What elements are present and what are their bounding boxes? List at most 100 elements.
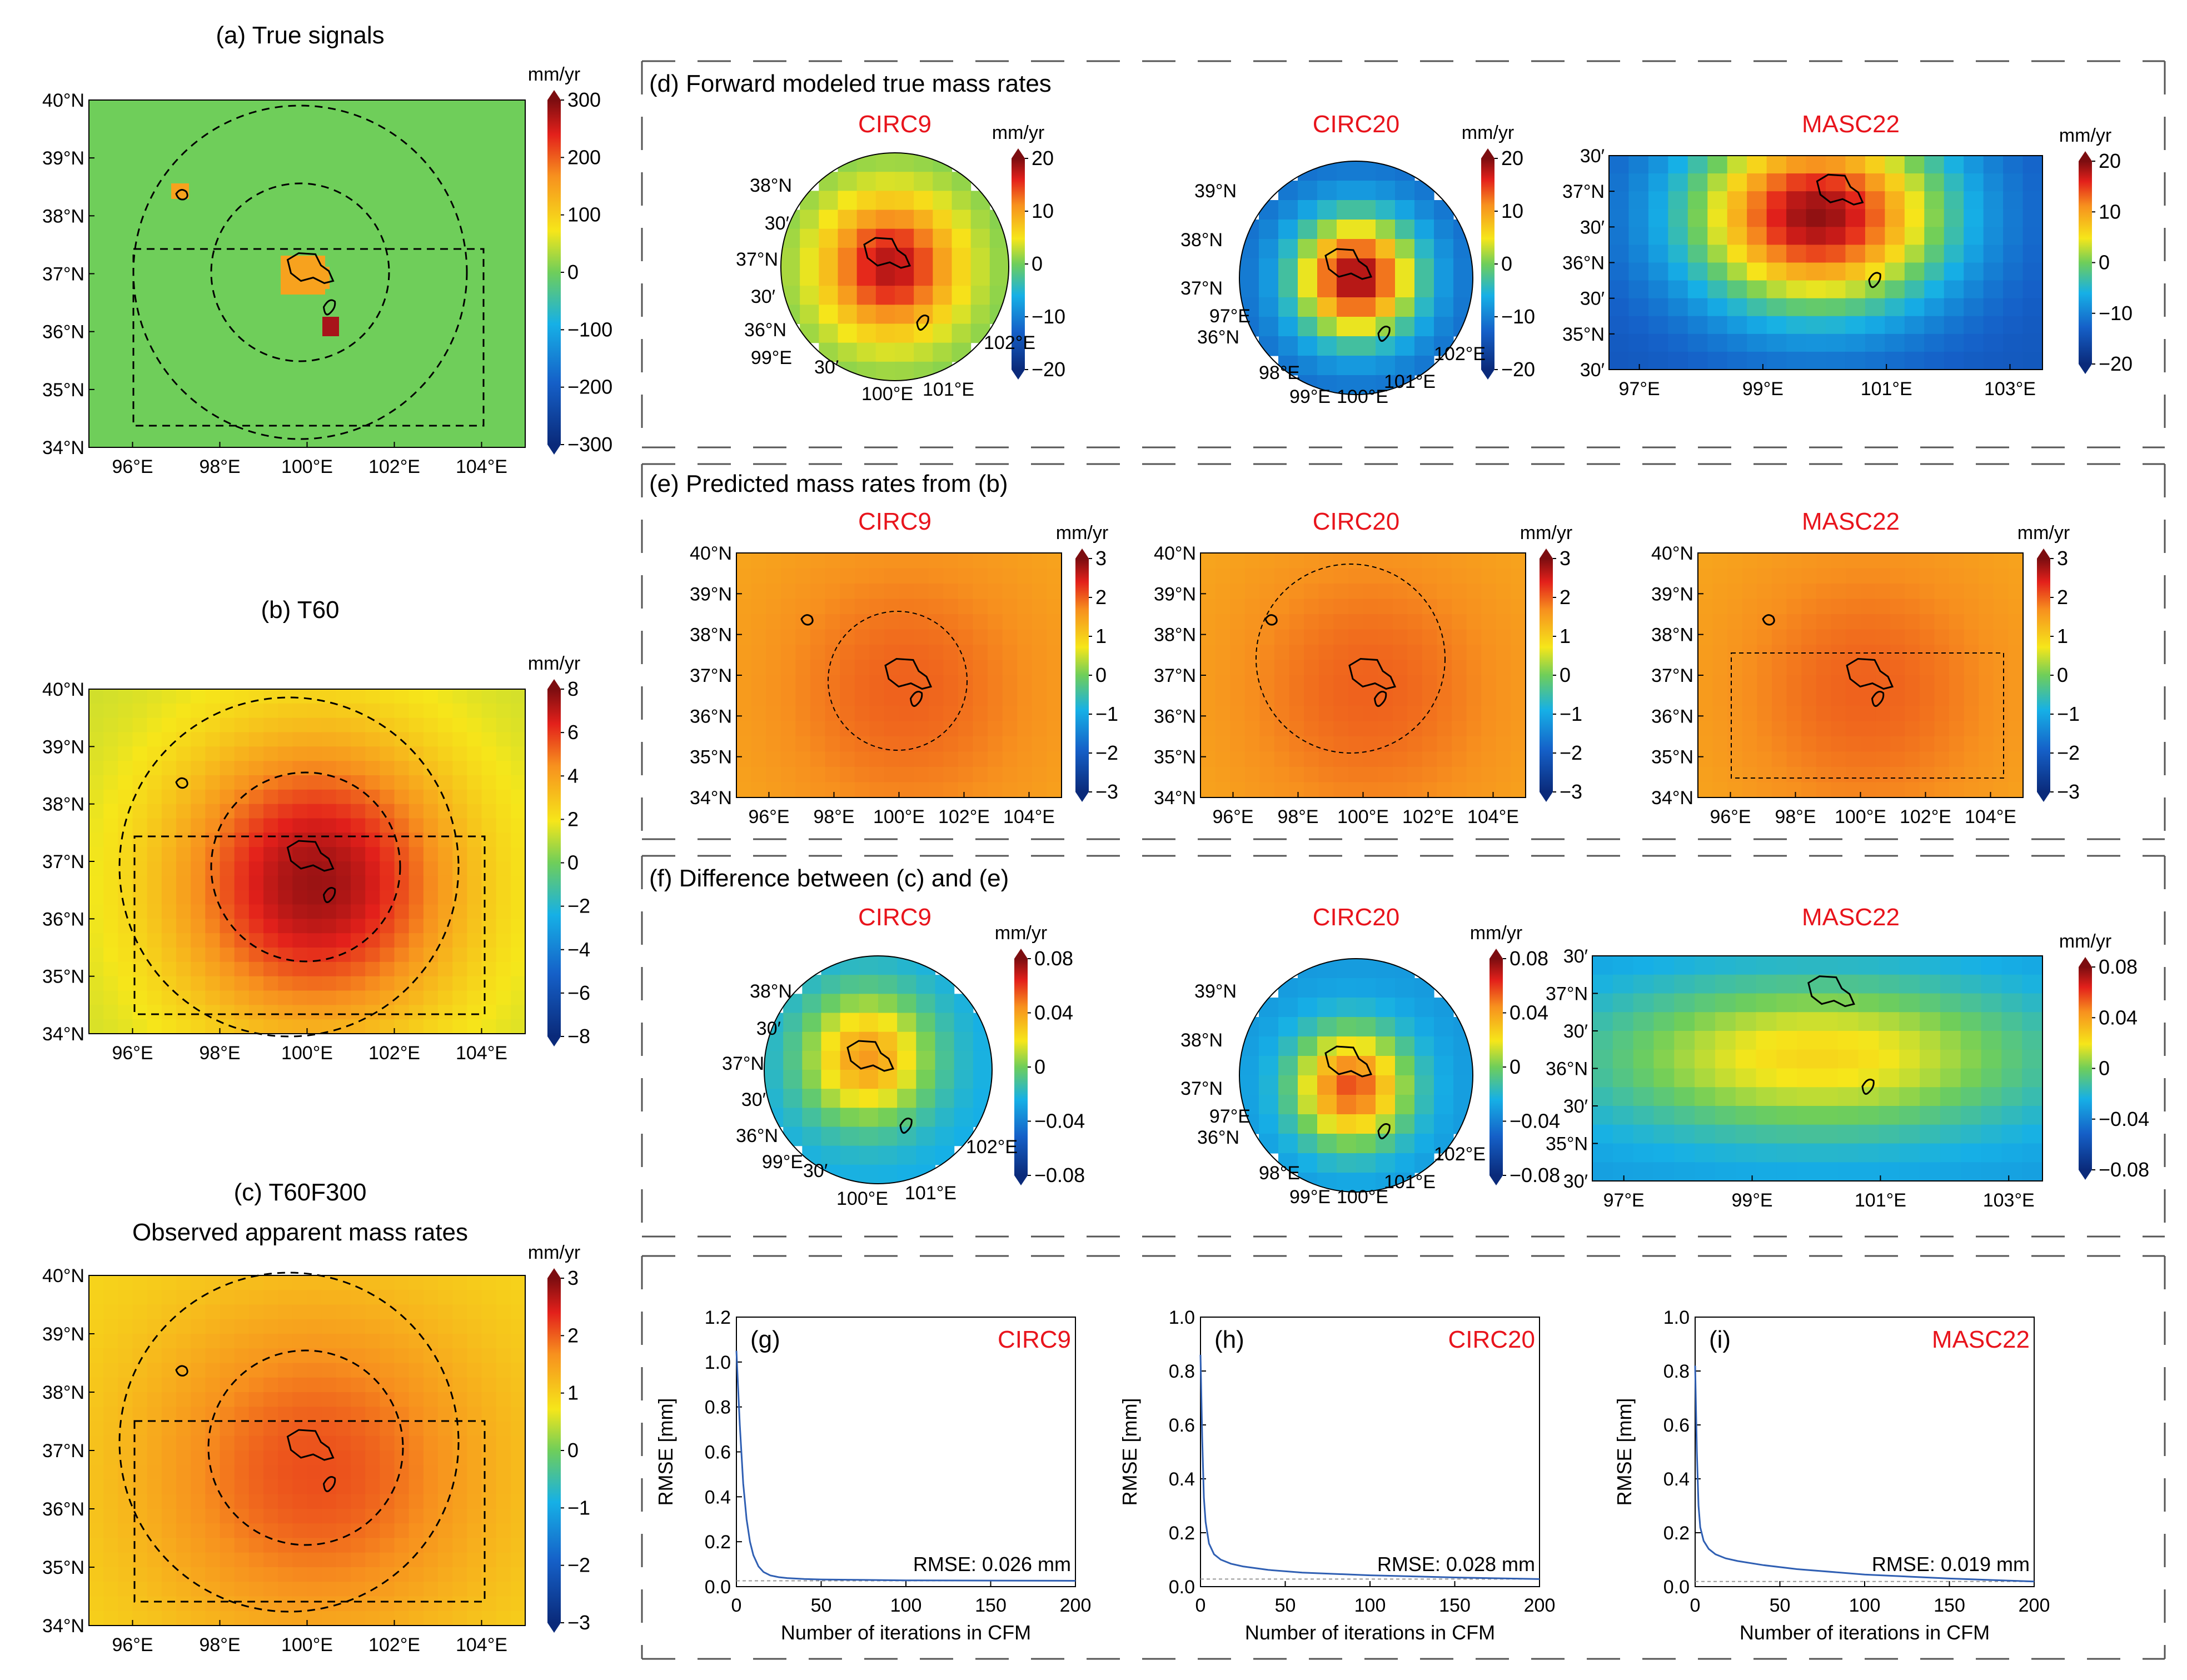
heatmap-cell <box>191 1479 206 1495</box>
heatmap-cell <box>248 761 264 776</box>
heatmap-cell <box>321 976 337 991</box>
heatmap-cell <box>1920 1049 1941 1069</box>
heatmap-cell <box>1609 262 1630 281</box>
heatmap-cell <box>1422 736 1438 752</box>
circ9-outline <box>210 771 401 963</box>
heatmap-cell <box>1356 181 1376 201</box>
heatmap-cell <box>147 948 162 963</box>
heatmap-cell <box>161 703 177 719</box>
heatmap-cell <box>1653 1162 1675 1182</box>
heatmap-cell <box>292 746 308 761</box>
heatmap-cell <box>1628 262 1649 281</box>
heatmap-cell <box>103 976 118 991</box>
heatmap-cell <box>89 1596 104 1612</box>
heatmap-cell <box>234 1494 250 1509</box>
heatmap-cell <box>1356 1017 1376 1037</box>
heatmap-cell <box>351 1421 366 1437</box>
heatmap-cell <box>825 614 840 630</box>
heatmap-cell <box>248 1421 264 1437</box>
heatmap-cell <box>248 1465 264 1480</box>
heatmap-cell <box>191 789 206 805</box>
panel-label: (g) <box>750 1326 780 1353</box>
colorbar-label: 2 <box>567 1324 579 1347</box>
heatmap-cell <box>336 775 351 790</box>
heatmap-cell <box>821 975 841 994</box>
heatmap-cell <box>935 1031 955 1051</box>
heatmap-cell <box>496 761 511 776</box>
heatmap-cell <box>897 1031 916 1051</box>
heatmap-cell <box>1940 1106 1961 1125</box>
heatmap-cell <box>1845 675 1861 691</box>
heatmap-cell <box>365 990 380 1005</box>
heatmap-cell <box>1712 568 1728 584</box>
heatmap-cell <box>1274 645 1290 661</box>
heatmap-cell <box>351 746 366 761</box>
heatmap-cell <box>423 1582 439 1597</box>
heatmap-cell <box>795 767 811 783</box>
heatmap-cell <box>1860 767 1876 783</box>
heatmap-cell <box>1648 351 1668 370</box>
heatmap-cell <box>1904 245 1925 263</box>
heatmap-cell <box>1687 173 1708 192</box>
heatmap-cell <box>928 690 944 706</box>
heatmap-cell <box>1940 1124 1961 1144</box>
heatmap-cell <box>1434 1036 1454 1056</box>
heatmap-cell <box>467 761 482 776</box>
heatmap-cell <box>321 904 337 919</box>
heatmap-cell <box>1757 721 1772 737</box>
heatmap-cell <box>1715 1049 1736 1069</box>
heatmap-cell <box>351 1494 366 1509</box>
heatmap-cell <box>1865 316 1885 335</box>
heatmap-cell <box>1648 209 1668 227</box>
heatmap-cell <box>452 990 467 1005</box>
heatmap-cell <box>220 933 235 948</box>
circ9-outline <box>207 1349 404 1546</box>
heatmap-cell <box>452 1538 467 1553</box>
d-circ9-lat-38: 38°N <box>750 175 792 196</box>
heatmap-cell <box>336 746 351 761</box>
heatmap-cell <box>2022 1031 2043 1050</box>
heatmap-cell <box>234 1290 250 1305</box>
heatmap-cell <box>1376 998 1396 1018</box>
heatmap-cell <box>307 1377 322 1393</box>
heatmap-cell <box>1298 181 1318 201</box>
heatmap-cell <box>1993 751 2009 767</box>
heatmap-cell <box>205 1538 221 1553</box>
heatmap-cell <box>1934 660 1950 676</box>
heatmap-cell <box>263 818 278 833</box>
lake-outline <box>286 252 335 285</box>
heatmap-cell <box>248 919 264 934</box>
heatmap-cell <box>2008 645 2024 661</box>
heatmap-cell <box>423 976 439 991</box>
heatmap-cell <box>380 689 395 704</box>
heatmap-cell <box>1707 227 1728 246</box>
heatmap-cell <box>336 1304 351 1320</box>
heatmap-cell <box>161 1421 177 1437</box>
heatmap-cell <box>825 553 840 569</box>
heatmap-cell <box>118 1005 133 1020</box>
heatmap-cell <box>1875 736 1891 752</box>
heatmap-cell <box>220 861 235 876</box>
heatmap-cell <box>1244 767 1260 783</box>
heatmap-cell <box>899 614 914 630</box>
heatmap-cell <box>1698 568 1713 584</box>
heatmap-cell <box>452 1509 467 1524</box>
heatmap-cell <box>1964 553 1979 569</box>
heatmap-cell <box>1826 245 1846 263</box>
heatmap-cell <box>1831 767 1846 783</box>
heatmap-cell <box>933 228 953 248</box>
heatmap-cell <box>1771 782 1787 798</box>
heatmap-cell <box>1289 599 1304 615</box>
heatmap-cell <box>1712 767 1728 783</box>
heatmap-cell <box>1653 1143 1675 1163</box>
heatmap-cell <box>248 689 264 704</box>
heatmap-cell <box>1715 1068 1736 1088</box>
heatmap-cell <box>89 1479 104 1495</box>
heatmap-cell <box>292 775 308 790</box>
heatmap-cell <box>825 751 840 767</box>
heatmap-cell <box>351 904 366 919</box>
heatmap-cell <box>176 1392 191 1407</box>
heatmap-cell <box>467 775 482 790</box>
heatmap-cell <box>916 1145 936 1165</box>
heatmap-cell <box>895 342 914 362</box>
